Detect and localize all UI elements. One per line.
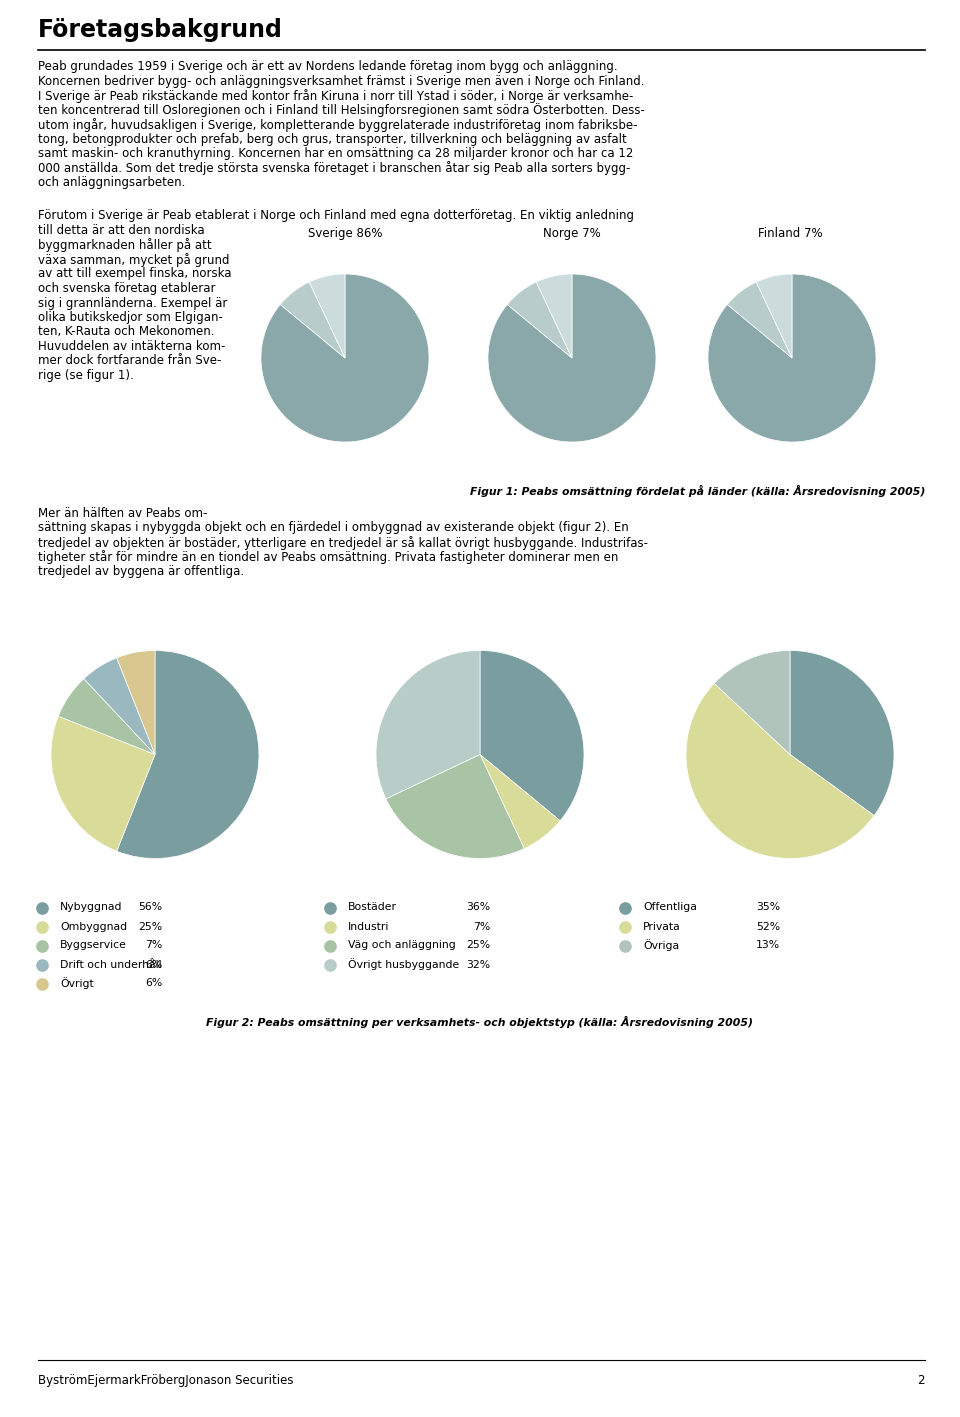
Text: 7%: 7% <box>472 921 490 931</box>
Wedge shape <box>488 273 656 442</box>
Wedge shape <box>728 282 792 359</box>
Wedge shape <box>790 650 894 816</box>
Text: Byggservice: Byggservice <box>60 941 127 951</box>
Text: Företagsbakgrund: Företagsbakgrund <box>38 18 283 43</box>
Text: utom ingår, huvudsakligen i Sverige, kompletterande byggrelaterade industriföret: utom ingår, huvudsakligen i Sverige, kom… <box>38 118 637 132</box>
Text: samt maskin- och kranuthyrning. Koncernen har en omsättning ca 28 miljarder kron: samt maskin- och kranuthyrning. Koncerne… <box>38 147 634 160</box>
Text: Drift och underhåll: Drift och underhåll <box>60 959 161 969</box>
Text: Industri: Industri <box>348 921 390 931</box>
Text: tong, betongprodukter och prefab, berg och grus, transporter, tillverkning och b: tong, betongprodukter och prefab, berg o… <box>38 133 627 146</box>
Wedge shape <box>261 273 429 442</box>
Text: 25%: 25% <box>138 921 162 931</box>
Text: och anläggningsarbeten.: och anläggningsarbeten. <box>38 176 185 188</box>
Text: Finland 7%: Finland 7% <box>757 227 823 239</box>
Text: Övriga: Övriga <box>643 939 679 951</box>
Text: Mer än hälften av Peabs om-: Mer än hälften av Peabs om- <box>38 507 207 520</box>
Text: tredjedel av objekten är bostäder, ytterligare en tredjedel är så kallat övrigt : tredjedel av objekten är bostäder, ytter… <box>38 536 648 550</box>
Text: 56%: 56% <box>138 903 162 913</box>
Text: 36%: 36% <box>466 903 490 913</box>
Text: byggmarknaden håller på att: byggmarknaden håller på att <box>38 238 211 252</box>
Text: Figur 1: Peabs omsättning fördelat på länder (källa: Årsredovisning 2005): Figur 1: Peabs omsättning fördelat på lä… <box>469 485 925 497</box>
Wedge shape <box>756 273 792 359</box>
Text: 35%: 35% <box>756 903 780 913</box>
Text: 52%: 52% <box>756 921 780 931</box>
Text: olika butikskedjor som Elgigan-: olika butikskedjor som Elgigan- <box>38 310 223 324</box>
Text: tigheter står för mindre än en tiondel av Peabs omsättning. Privata fastigheter : tigheter står för mindre än en tiondel a… <box>38 550 618 564</box>
Text: Övrigt husbyggande: Övrigt husbyggande <box>348 958 459 971</box>
Text: Figur 2: Peabs omsättning per verksamhets- och objektstyp (källa: Årsredovisning: Figur 2: Peabs omsättning per verksamhet… <box>206 1016 754 1027</box>
Wedge shape <box>507 282 572 359</box>
Text: växa samman, mycket på grund: växa samman, mycket på grund <box>38 254 229 266</box>
Text: Väg och anläggning: Väg och anläggning <box>348 941 456 951</box>
Text: mer dock fortfarande från Sve-: mer dock fortfarande från Sve- <box>38 354 222 367</box>
Text: ten, K-Rauta och Mekonomen.: ten, K-Rauta och Mekonomen. <box>38 326 214 339</box>
Text: I Sverige är Peab rikstäckande med kontor från Kiruna i norr till Ystad i söder,: I Sverige är Peab rikstäckande med konto… <box>38 89 634 103</box>
Text: ten koncentrerad till Osloregionen och i Finland till Helsingforsregionen samt s: ten koncentrerad till Osloregionen och i… <box>38 103 645 118</box>
Text: av att till exempel finska, norska: av att till exempel finska, norska <box>38 268 231 281</box>
Text: tredjedel av byggena är offentliga.: tredjedel av byggena är offentliga. <box>38 565 244 578</box>
Text: Norge 7%: Norge 7% <box>543 227 601 239</box>
Text: Koncernen bedriver bygg- och anläggningsverksamhet främst i Sverige men även i N: Koncernen bedriver bygg- och anläggnings… <box>38 75 644 88</box>
Text: Sverige 86%: Sverige 86% <box>308 227 382 239</box>
Text: 32%: 32% <box>466 959 490 969</box>
Text: 2: 2 <box>918 1374 925 1387</box>
Wedge shape <box>59 679 155 754</box>
Text: 000 anställda. Som det tredje största svenska företaget i branschen åtar sig Pea: 000 anställda. Som det tredje största sv… <box>38 162 631 176</box>
Wedge shape <box>51 716 155 852</box>
Text: sig i grannländerna. Exempel är: sig i grannländerna. Exempel är <box>38 296 228 309</box>
Wedge shape <box>376 650 480 799</box>
Wedge shape <box>480 650 584 820</box>
Text: Privata: Privata <box>643 921 681 931</box>
Text: Övrigt: Övrigt <box>60 978 94 989</box>
Text: Offentliga: Offentliga <box>643 903 697 913</box>
Text: rige (se figur 1).: rige (se figur 1). <box>38 368 133 383</box>
Text: 6%: 6% <box>145 959 162 969</box>
Text: Bostäder: Bostäder <box>348 903 397 913</box>
Wedge shape <box>714 650 790 754</box>
Text: 13%: 13% <box>756 941 780 951</box>
Wedge shape <box>280 282 345 359</box>
Text: 25%: 25% <box>466 941 490 951</box>
Wedge shape <box>708 273 876 442</box>
Wedge shape <box>386 754 524 859</box>
Text: ByströmEjermarkFröbergJonason Securities: ByströmEjermarkFröbergJonason Securities <box>38 1374 294 1387</box>
Wedge shape <box>480 754 560 849</box>
Text: Nybyggnad: Nybyggnad <box>60 903 123 913</box>
Wedge shape <box>117 650 155 754</box>
Text: Förutom i Sverige är Peab etablerat i Norge och Finland med egna dotterföretag. : Förutom i Sverige är Peab etablerat i No… <box>38 208 634 221</box>
Text: Huvuddelen av intäkterna kom-: Huvuddelen av intäkterna kom- <box>38 340 226 353</box>
Wedge shape <box>84 657 155 754</box>
Wedge shape <box>309 273 345 359</box>
Text: Ombyggnad: Ombyggnad <box>60 921 127 931</box>
Wedge shape <box>537 273 572 359</box>
Text: till detta är att den nordiska: till detta är att den nordiska <box>38 224 204 237</box>
Wedge shape <box>117 650 259 859</box>
Wedge shape <box>686 683 875 859</box>
Text: Peab grundades 1959 i Sverige och är ett av Nordens ledande företag inom bygg oc: Peab grundades 1959 i Sverige och är ett… <box>38 60 617 74</box>
Text: sättning skapas i nybyggda objekt och en fjärdedel i ombyggnad av existerande ob: sättning skapas i nybyggda objekt och en… <box>38 521 629 534</box>
Text: 7%: 7% <box>145 941 162 951</box>
Text: och svenska företag etablerar: och svenska företag etablerar <box>38 282 215 295</box>
Text: 6%: 6% <box>145 979 162 989</box>
